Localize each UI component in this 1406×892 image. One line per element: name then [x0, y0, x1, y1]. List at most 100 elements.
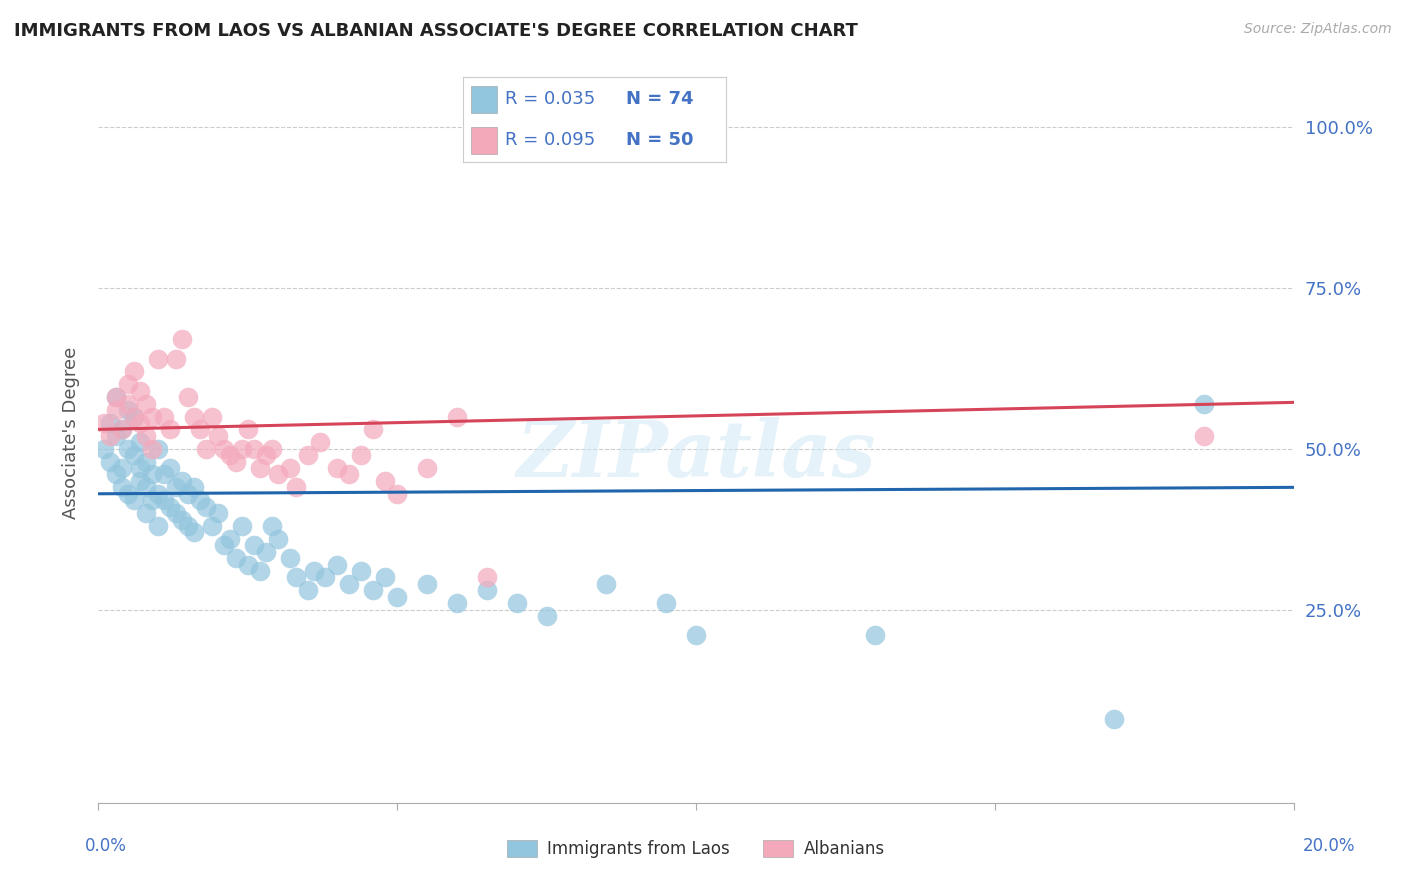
Point: [93, 442, 115, 456]
Point: [374, 474, 396, 488]
Text: Source: ZipAtlas.com: Source: ZipAtlas.com: [1244, 22, 1392, 37]
Point: [374, 570, 396, 584]
Point: [297, 583, 319, 598]
Point: [315, 570, 337, 584]
Point: [363, 422, 385, 436]
Point: [177, 519, 200, 533]
Point: [416, 461, 439, 475]
Point: [284, 570, 307, 584]
Point: [117, 403, 139, 417]
Point: [225, 551, 247, 566]
Point: [124, 448, 146, 462]
Point: [195, 442, 218, 456]
Point: [98, 454, 122, 468]
Point: [148, 351, 170, 366]
Point: [183, 409, 205, 424]
Point: [117, 487, 139, 501]
Point: [446, 409, 468, 424]
Point: [141, 442, 163, 456]
Point: [475, 570, 498, 584]
Point: [172, 332, 194, 346]
Point: [177, 487, 200, 501]
Point: [111, 461, 134, 475]
Point: [117, 377, 139, 392]
Point: [260, 442, 283, 456]
Point: [243, 442, 266, 456]
Point: [141, 467, 163, 482]
Point: [249, 461, 271, 475]
Point: [339, 467, 361, 482]
Point: [165, 506, 187, 520]
Point: [685, 628, 707, 642]
Point: [326, 461, 349, 475]
Point: [339, 577, 361, 591]
Point: [105, 390, 128, 404]
Point: [254, 448, 277, 462]
Point: [129, 435, 152, 450]
Point: [278, 461, 301, 475]
Point: [236, 422, 259, 436]
Point: [129, 384, 152, 398]
Point: [297, 448, 319, 462]
Point: [225, 454, 247, 468]
Text: ZIPatlas: ZIPatlas: [516, 417, 876, 493]
Point: [124, 364, 146, 378]
Point: [159, 422, 181, 436]
Point: [212, 538, 235, 552]
Point: [135, 506, 157, 520]
Point: [1192, 397, 1215, 411]
Legend: Immigrants from Laos, Albanians: Immigrants from Laos, Albanians: [501, 833, 891, 865]
Point: [135, 429, 157, 443]
Point: [172, 474, 194, 488]
Point: [153, 493, 176, 508]
Point: [254, 545, 277, 559]
Text: 20.0%: 20.0%: [1302, 837, 1355, 855]
Text: 0.0%: 0.0%: [84, 837, 127, 855]
Point: [201, 409, 224, 424]
Point: [124, 493, 146, 508]
Point: [207, 506, 229, 520]
Point: [385, 487, 409, 501]
Point: [111, 480, 134, 494]
Point: [267, 467, 290, 482]
Point: [124, 409, 146, 424]
Point: [98, 429, 122, 443]
Point: [363, 583, 385, 598]
Point: [183, 525, 205, 540]
Point: [207, 429, 229, 443]
Point: [165, 351, 187, 366]
Point: [350, 564, 373, 578]
Point: [172, 512, 194, 526]
Point: [278, 551, 301, 566]
Point: [105, 403, 128, 417]
Point: [188, 493, 211, 508]
Point: [141, 493, 163, 508]
Point: [243, 538, 266, 552]
Point: [111, 422, 134, 436]
Point: [105, 390, 128, 404]
Point: [308, 435, 330, 450]
Point: [231, 442, 253, 456]
Point: [124, 409, 146, 424]
Point: [177, 390, 200, 404]
Point: [135, 454, 157, 468]
Point: [129, 474, 152, 488]
Point: [219, 532, 242, 546]
Point: [188, 422, 211, 436]
Point: [165, 480, 187, 494]
Point: [98, 416, 122, 430]
Point: [595, 577, 617, 591]
Point: [385, 590, 409, 604]
Point: [236, 558, 259, 572]
Point: [148, 487, 170, 501]
Point: [135, 480, 157, 494]
Point: [350, 448, 373, 462]
Text: IMMIGRANTS FROM LAOS VS ALBANIAN ASSOCIATE'S DEGREE CORRELATION CHART: IMMIGRANTS FROM LAOS VS ALBANIAN ASSOCIA…: [14, 22, 858, 40]
Point: [105, 467, 128, 482]
Point: [183, 480, 205, 494]
Point: [117, 397, 139, 411]
Point: [195, 500, 218, 514]
Point: [105, 429, 128, 443]
Point: [1192, 429, 1215, 443]
Point: [148, 442, 170, 456]
